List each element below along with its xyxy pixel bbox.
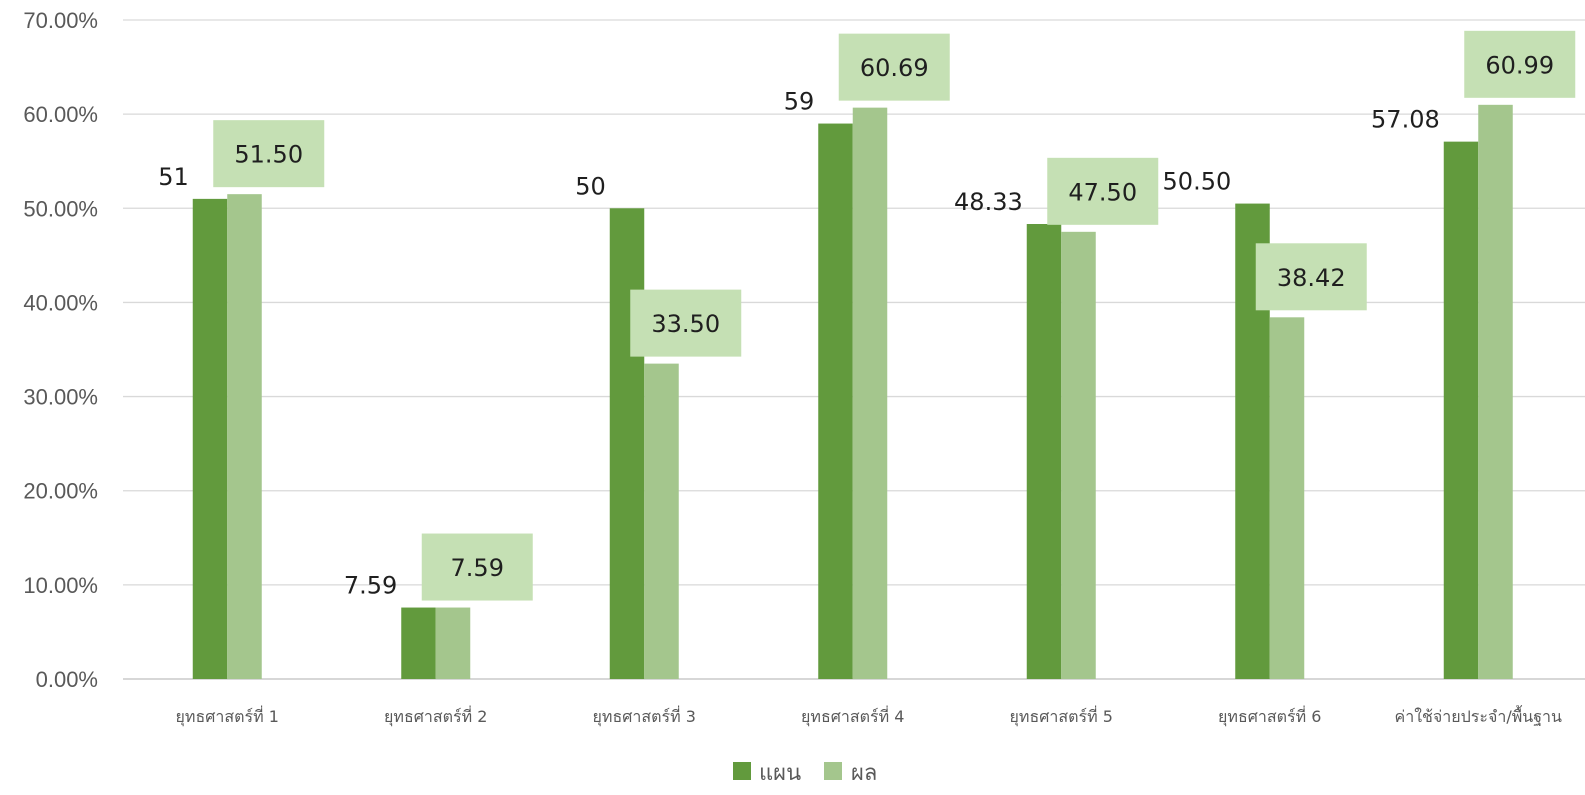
- data-label-actual: 60.99: [1485, 51, 1554, 79]
- legend-swatch: [733, 762, 751, 780]
- bar-plan: [401, 607, 436, 679]
- axis-layer: 0.00% 10.00% 20.00% 30.00% 40.00% 50.00% 60.00…: [23, 8, 1562, 727]
- legend-label: ผล: [851, 761, 877, 786]
- data-label-box: [213, 120, 325, 188]
- data-label-actual: 60.69: [860, 54, 929, 82]
- x-tick-label: ยุทธศาสตร์ที่ 2: [384, 705, 487, 727]
- data-label-box: [1255, 243, 1367, 311]
- bar-plan: [818, 123, 853, 680]
- data-label-plan: 50: [575, 172, 606, 200]
- data-label-actual: 51.50: [234, 141, 303, 169]
- x-tick-label: ยุทธศาสตร์ที่ 5: [1010, 705, 1113, 727]
- bar-plan: [1026, 224, 1062, 679]
- data-label-plan: 57.08: [1371, 106, 1440, 134]
- data-label-plan: 51: [158, 163, 189, 191]
- data-label-actual: 7.59: [451, 554, 504, 582]
- bar-actual: [644, 363, 679, 679]
- bar-actual: [1478, 104, 1513, 680]
- bar-actual: [1061, 231, 1096, 680]
- data-label-plan: 7.59: [344, 572, 397, 600]
- bar-plan: [192, 198, 228, 679]
- bar-plan: [1443, 141, 1479, 679]
- bar-actual: [435, 607, 471, 679]
- y-tick-label: 10.00%: [23, 573, 98, 598]
- data-label-box: [1047, 157, 1159, 225]
- x-tick-label: ค่าใช้จ่ายประจำ/พื้นฐาน: [1395, 705, 1562, 726]
- data-label-box: [1464, 30, 1576, 98]
- y-tick-label: 50.00%: [23, 196, 98, 221]
- data-label-actual: 38.42: [1277, 264, 1346, 292]
- x-tick-label: ยุทธศาสตร์ที่ 6: [1218, 705, 1321, 727]
- data-label-actual: 33.50: [651, 310, 720, 338]
- data-label-box: [421, 533, 533, 601]
- data-label-plan: 48.33: [954, 188, 1023, 216]
- legend-layer: แผน ผล: [733, 761, 877, 786]
- label-layer: 51 51.50 7.59 7.59 50 33.50 59 60.69 48.33 47.50 5…: [158, 30, 1576, 601]
- y-tick-label: 0.00%: [36, 667, 98, 692]
- data-label-box: [630, 289, 742, 357]
- y-tick-label: 30.00%: [23, 385, 98, 410]
- y-tick-label: 20.00%: [23, 479, 98, 504]
- data-label-box: [838, 33, 950, 101]
- x-tick-label: ยุทธศาสตร์ที่ 1: [176, 705, 279, 727]
- data-label-actual: 47.50: [1068, 178, 1137, 206]
- legend-label: แผน: [759, 761, 801, 786]
- bar-actual: [1269, 317, 1305, 679]
- y-tick-label: 60.00%: [23, 102, 98, 127]
- data-label-plan: 59: [784, 88, 815, 116]
- bar-actual: [227, 194, 262, 679]
- bar-actual: [852, 107, 888, 680]
- legend-swatch: [824, 762, 842, 780]
- bar-layer: [192, 104, 1513, 680]
- y-tick-label: 70.00%: [23, 8, 98, 33]
- y-tick-label: 40.00%: [23, 290, 98, 315]
- data-label-plan: 50.50: [1163, 168, 1232, 196]
- bar-plan: [609, 208, 645, 680]
- x-tick-label: ยุทธศาสตร์ที่ 3: [593, 705, 696, 727]
- x-tick-label: ยุทธศาสตร์ที่ 4: [801, 705, 904, 727]
